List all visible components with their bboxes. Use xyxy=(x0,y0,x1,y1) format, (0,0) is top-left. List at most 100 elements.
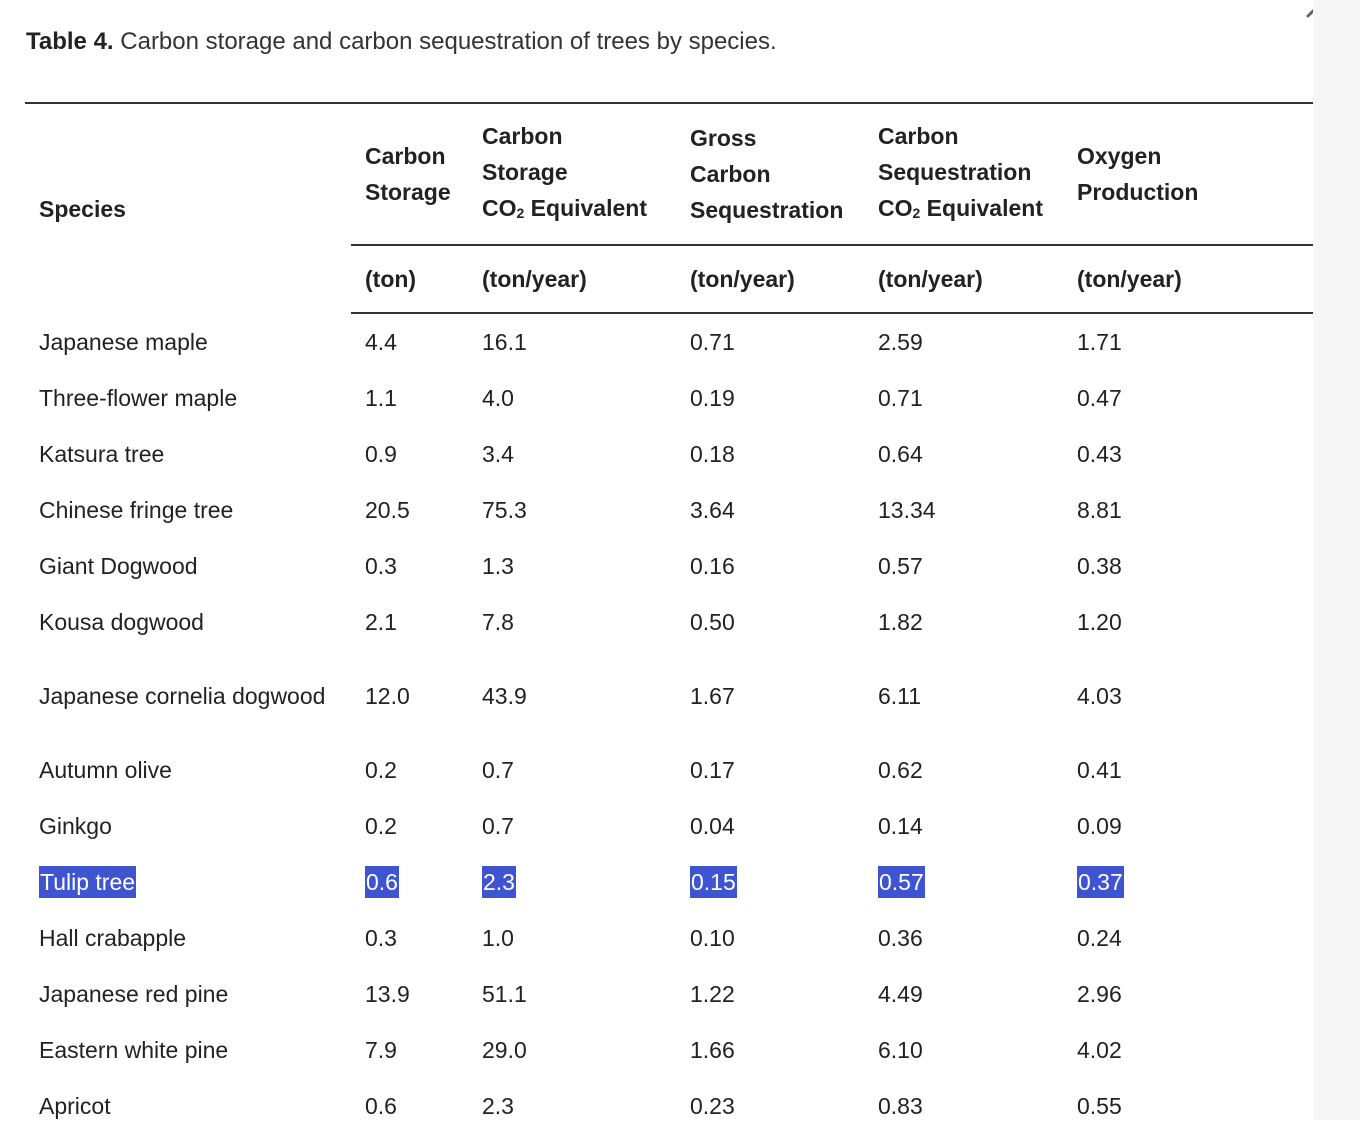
carbon-storage-cell: 13.9 xyxy=(365,981,410,1007)
gross-sequestration-cell: 0.19 xyxy=(690,385,735,411)
gross-sequestration-cell: 0.18 xyxy=(690,441,735,467)
carbon-storage-cell: 7.9 xyxy=(365,1037,397,1063)
carbon-storage-cell: 0.3 xyxy=(365,925,397,951)
sequestration-co2-cell: 13.34 xyxy=(878,497,936,523)
species-cell: Katsura tree xyxy=(39,441,165,467)
oxygen-production-cell: 8.81 xyxy=(1077,497,1122,523)
species-carbon-table: Species Carbon Storage Carbon Storage CO2 E… xyxy=(25,102,1313,1134)
carbon-storage-co2-cell: 43.9 xyxy=(482,683,527,709)
species-cell: Tulip tree xyxy=(25,854,351,910)
gross-sequestration-cell: 1.22 xyxy=(690,981,735,1007)
table-row: Autumn olive 0.2 0.7 0.17 0.62 0.41 xyxy=(25,742,1313,798)
carbon-storage-co2-cell: 16.1 xyxy=(482,329,527,355)
carbon-storage-cell: 2.1 xyxy=(365,609,397,635)
table-row: Hall crabapple 0.3 1.0 0.10 0.36 0.24 xyxy=(25,910,1313,966)
carbon-storage-cell: 12.0 xyxy=(365,683,410,709)
carbon-storage-cell: 0.2 xyxy=(365,757,397,783)
carbon-storage-co2-cell: 75.3 xyxy=(482,497,527,523)
carbon-storage-cell: 0.6 xyxy=(351,854,468,910)
oxygen-production-cell: 0.55 xyxy=(1077,1093,1122,1119)
header-gross-carbon-sequestration: Gross Carbon Sequestration xyxy=(676,102,864,246)
carbon-storage-co2-cell: 2.3 xyxy=(468,854,676,910)
gross-sequestration-cell: 0.04 xyxy=(690,813,735,839)
sequestration-co2-cell: 0.62 xyxy=(878,757,923,783)
species-cell: Hall crabapple xyxy=(39,925,187,951)
carbon-storage-cell: 0.9 xyxy=(365,441,397,467)
header-carbon-sequestration-co2: Carbon Sequestration CO2 Equivalent xyxy=(864,102,1063,246)
table-caption: Table 4. Carbon storage and carbon seque… xyxy=(26,28,777,56)
species-cell: Autumn olive xyxy=(39,757,172,783)
table-row: Japanese maple 4.4 16.1 0.71 2.59 1.71 xyxy=(25,313,1313,370)
oxygen-production-cell: 4.03 xyxy=(1077,683,1122,709)
oxygen-production-cell: 2.96 xyxy=(1077,981,1122,1007)
oxygen-production-cell: 0.38 xyxy=(1077,553,1122,579)
carbon-storage-co2-cell: 29.0 xyxy=(482,1037,527,1063)
unit-carbon-sequestration-co2: (ton/year) xyxy=(864,245,1063,314)
oxygen-production-cell: 0.37 xyxy=(1063,854,1313,910)
table-body: Japanese maple 4.4 16.1 0.71 2.59 1.71 Three-f… xyxy=(25,313,1313,1134)
gross-sequestration-cell: 0.15 xyxy=(676,854,864,910)
sequestration-co2-cell: 0.71 xyxy=(878,385,923,411)
sequestration-co2-cell: 6.10 xyxy=(878,1037,923,1063)
oxygen-production-cell: 0.41 xyxy=(1077,757,1122,783)
oxygen-production-cell: 0.43 xyxy=(1077,441,1122,467)
carbon-storage-cell: 0.2 xyxy=(365,813,397,839)
carbon-storage-cell: 0.6 xyxy=(365,1093,397,1119)
oxygen-production-cell: 1.71 xyxy=(1077,329,1122,355)
carbon-storage-co2-cell: 51.1 xyxy=(482,981,527,1007)
carbon-storage-co2-cell: 0.7 xyxy=(482,813,514,839)
sequestration-co2-cell: 0.57 xyxy=(878,553,923,579)
header-carbon-storage-co2: Carbon Storage CO2 Equivalent xyxy=(468,102,676,246)
table-row: Three-flower maple 1.1 4.0 0.19 0.71 0.47 xyxy=(25,370,1313,426)
sequestration-co2-cell: 0.57 xyxy=(864,854,1063,910)
carbon-storage-co2-cell: 0.7 xyxy=(482,757,514,783)
scroll-gutter xyxy=(1313,0,1360,1120)
species-cell: Eastern white pine xyxy=(39,1037,229,1063)
header-oxygen-production: Oxygen Production xyxy=(1063,102,1313,246)
species-cell: Japanese maple xyxy=(39,328,208,355)
caption-text: Carbon storage and carbon sequestration … xyxy=(113,28,777,55)
carbon-storage-cell: 1.1 xyxy=(365,385,397,411)
carbon-storage-cell: 0.3 xyxy=(365,553,397,579)
carbon-storage-cell: 20.5 xyxy=(365,497,410,523)
unit-carbon-storage-co2: (ton/year) xyxy=(468,245,676,314)
unit-carbon-storage: (ton) xyxy=(351,245,468,314)
table-row: Eastern white pine 7.9 29.0 1.66 6.10 4.02 xyxy=(25,1022,1313,1078)
gross-sequestration-cell: 0.23 xyxy=(690,1093,735,1119)
oxygen-production-cell: 0.24 xyxy=(1077,925,1122,951)
caption-label: Table 4. xyxy=(26,28,114,55)
carbon-storage-co2-cell: 1.3 xyxy=(482,553,514,579)
table-row: Katsura tree 0.9 3.4 0.18 0.64 0.43 xyxy=(25,426,1313,482)
header-species: Species xyxy=(25,102,351,313)
species-cell: Japanese cornelia dogwood xyxy=(39,683,326,709)
species-cell: Apricot xyxy=(39,1093,111,1119)
carbon-storage-co2-cell: 1.0 xyxy=(482,925,514,951)
species-cell: Japanese red pine xyxy=(39,981,229,1007)
gross-sequestration-cell: 0.17 xyxy=(690,757,735,783)
table-row: Giant Dogwood 0.3 1.3 0.16 0.57 0.38 xyxy=(25,538,1313,594)
sequestration-co2-cell: 0.36 xyxy=(878,925,923,951)
gross-sequestration-cell: 3.64 xyxy=(690,497,735,523)
oxygen-production-cell: 0.47 xyxy=(1077,385,1122,411)
gross-sequestration-cell: 0.16 xyxy=(690,553,735,579)
species-cell: Kousa dogwood xyxy=(39,609,204,635)
carbon-storage-cell: 4.4 xyxy=(365,329,397,355)
oxygen-production-cell: 4.02 xyxy=(1077,1037,1122,1063)
gross-sequestration-cell: 1.67 xyxy=(690,683,735,709)
table-row: Apricot 0.6 2.3 0.23 0.83 0.55 xyxy=(25,1078,1313,1134)
species-cell: Ginkgo xyxy=(39,813,112,839)
unit-oxygen-production: (ton/year) xyxy=(1063,245,1313,314)
header-carbon-storage: Carbon Storage xyxy=(351,102,468,246)
table-row: Ginkgo 0.2 0.7 0.04 0.14 0.09 xyxy=(25,798,1313,854)
sequestration-co2-cell: 2.59 xyxy=(878,329,923,355)
species-cell: Giant Dogwood xyxy=(39,553,198,579)
table-row: Tulip tree 0.6 2.3 0.15 0.57 0.37 xyxy=(25,854,1313,910)
oxygen-production-cell: 1.20 xyxy=(1077,609,1122,635)
carbon-storage-co2-cell: 2.3 xyxy=(482,1093,514,1119)
gross-sequestration-cell: 0.10 xyxy=(690,925,735,951)
gross-sequestration-cell: 0.50 xyxy=(690,609,735,635)
table-row: Chinese fringe tree 20.5 75.3 3.64 13.34 8.81 xyxy=(25,482,1313,538)
sequestration-co2-cell: 1.82 xyxy=(878,609,923,635)
carbon-storage-co2-cell: 7.8 xyxy=(482,609,514,635)
table-row: Japanese red pine 13.9 51.1 1.22 4.49 2.96 xyxy=(25,966,1313,1022)
